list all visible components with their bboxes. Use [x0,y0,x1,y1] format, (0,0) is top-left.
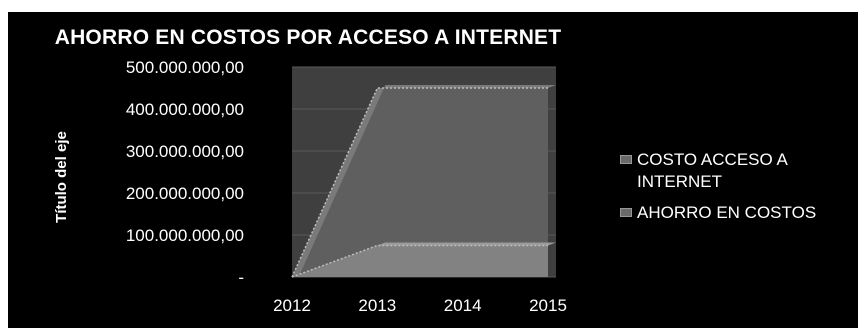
y-tick-label: 200.000.000,00 [126,184,244,203]
y-tick-label: 100.000.000,00 [126,226,244,245]
x-tick-label: 2015 [529,296,567,315]
y-tick-label: - [238,268,244,287]
y-axis-title: Título del eje [53,131,70,223]
area-series-costo-acceso-a-internet-top [292,85,556,277]
area-series-ahorro-en-costos-edge [291,244,548,278]
legend-label-costo-acceso-line1: COSTO ACCESO A [637,150,788,169]
x-tick-label: 2014 [444,296,482,315]
y-tick-label: 300.000.000,00 [126,142,244,161]
legend-swatch-ahorro-costos [620,208,632,217]
x-tick-label: 2012 [273,296,311,315]
area-series-costo-acceso-a-internet [292,88,548,277]
legend-label-ahorro-costos: AHORRO EN COSTOS [637,203,817,222]
chart-frame: AHORRO EN COSTOS POR ACCESO A INTERNET 5… [8,12,858,328]
legend-item-ahorro-costos: AHORRO EN COSTOS [620,202,850,224]
chart-plot: 500.000.000,00 400.000.000,00 300.000.000,… [53,58,567,315]
legend-item-costo-acceso: COSTO ACCESO A INTERNET [620,149,850,193]
legend-label-costo-acceso-line2: INTERNET [637,172,722,191]
chart-title: AHORRO EN COSTOS POR ACCESO A INTERNET [54,26,562,49]
area-series-ahorro-en-costos [292,245,548,277]
x-tick-label: 2013 [358,296,396,315]
y-tick-label: 500.000.000,00 [126,58,244,77]
chart-legend: COSTO ACCESO A INTERNET AHORRO EN COSTOS [620,149,850,233]
y-tick-label: 400.000.000,00 [126,100,244,119]
legend-swatch-costo-acceso [620,155,632,164]
